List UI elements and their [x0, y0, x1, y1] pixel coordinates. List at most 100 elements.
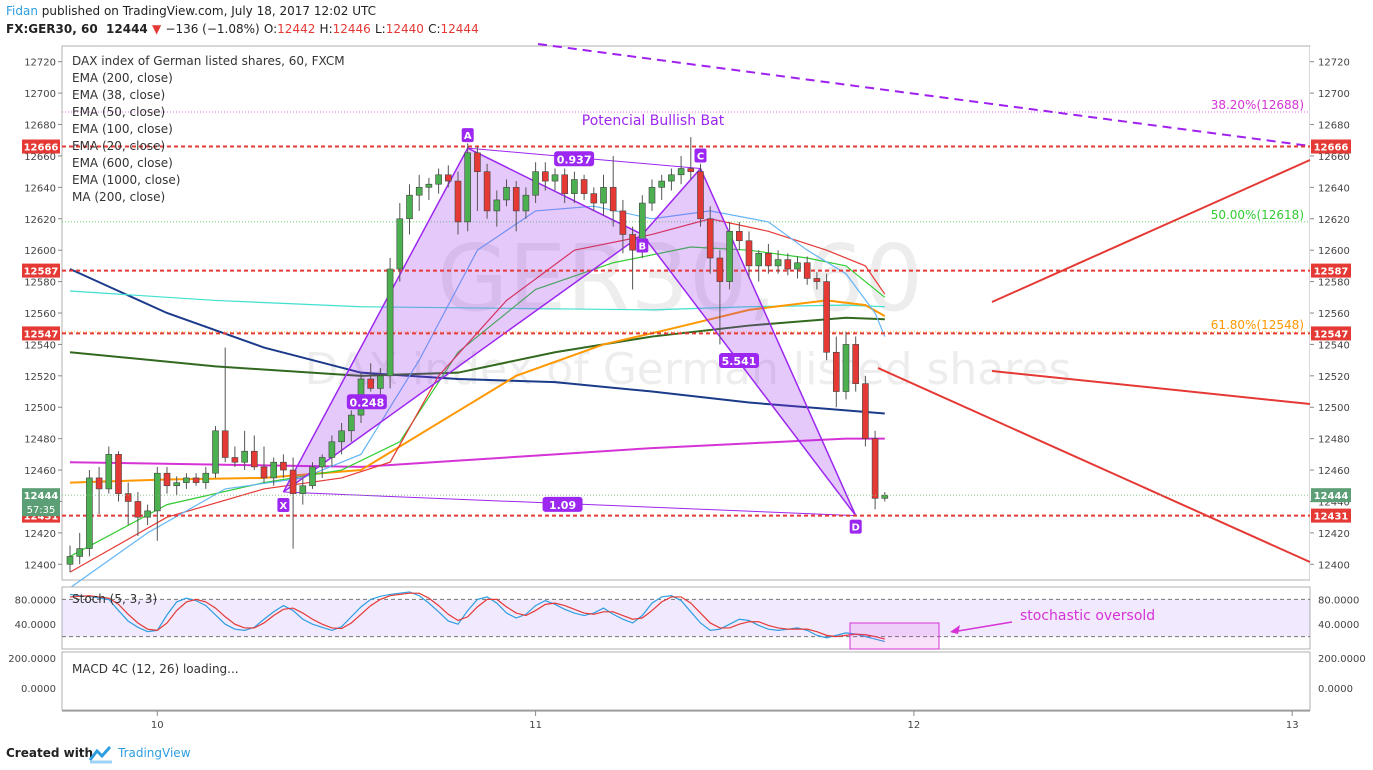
- low-label: L:: [375, 22, 386, 36]
- pattern-triangle-bcd: [641, 167, 857, 517]
- stochastic-d-line: [69, 592, 885, 640]
- candle-body: [86, 477, 93, 549]
- price-tick-label-left: 12680: [24, 121, 56, 132]
- candle-body: [881, 494, 889, 499]
- candle-body: [755, 253, 763, 267]
- time-tick-label: 10: [151, 720, 164, 731]
- ema-series-line: [69, 316, 885, 377]
- price-tick-label: 12620: [1318, 215, 1350, 226]
- pattern-point-label: A: [464, 131, 472, 142]
- ema-series-line: [69, 218, 886, 573]
- macd-label: MACD 4C (12, 26) loading...: [72, 662, 239, 676]
- candle-body: [726, 231, 733, 282]
- price-tick-label-left: 12640: [24, 183, 56, 194]
- candle-body: [221, 430, 229, 458]
- macd-tick-label-left: 200.0000: [8, 654, 56, 665]
- candle-body: [134, 501, 142, 518]
- candle-body: [813, 278, 821, 282]
- candle-body: [76, 548, 83, 557]
- legend-entry: EMA (600, close): [72, 156, 173, 170]
- candle-body: [823, 281, 830, 353]
- pattern-point-tag: [694, 148, 707, 163]
- legend-entry: EMA (200, close): [72, 71, 173, 85]
- time-tick-label: 11: [529, 720, 542, 731]
- candle-body: [241, 450, 248, 463]
- candle-body: [435, 174, 442, 185]
- candle-body: [144, 510, 151, 518]
- candle-body: [309, 466, 316, 487]
- candle-body: [347, 414, 355, 432]
- candle-body: [474, 152, 481, 172]
- level-tag-left-label: 12666: [24, 143, 59, 154]
- price-tick-label: 12500: [1318, 403, 1350, 414]
- candle-body: [202, 472, 210, 483]
- pattern-title: Potencial Bullish Bat: [582, 113, 725, 129]
- candle-body: [173, 482, 180, 487]
- candle-body: [871, 438, 879, 499]
- price-tick-label: 12660: [1318, 152, 1350, 163]
- candle-body: [541, 171, 549, 182]
- pattern-point-tag: [849, 519, 862, 534]
- price-tick-label: 12560: [1318, 309, 1350, 320]
- oversold-highlight-box: [849, 622, 940, 650]
- price-tick-label-left: 12720: [24, 58, 56, 69]
- candle-body: [862, 383, 869, 439]
- macd-tick-label-left: 0.0000: [21, 684, 56, 695]
- candle-body: [803, 262, 811, 279]
- price-tick-label: 12700: [1318, 89, 1350, 100]
- candle-body: [503, 187, 510, 201]
- pattern-ratio-label: 5.541: [722, 355, 757, 368]
- candle-body: [377, 375, 384, 389]
- candle-body: [163, 472, 171, 487]
- candle-body: [66, 556, 74, 565]
- price-tick-label-left: 12620: [24, 215, 56, 226]
- open-label: O:: [263, 22, 278, 36]
- legend-entry: EMA (1000, close): [72, 173, 180, 187]
- high-label: H:: [319, 22, 333, 36]
- stochastic-tick-label-left: 80.0000: [15, 595, 56, 606]
- pattern-point-tag: [636, 238, 649, 253]
- candle-body: [260, 466, 268, 479]
- candle-body: [493, 199, 501, 212]
- candle-body: [386, 268, 394, 377]
- candle-body: [396, 218, 404, 270]
- candle-body: [677, 168, 685, 176]
- stochastic-k-line: [69, 591, 885, 643]
- candle-body: [454, 180, 462, 223]
- candle-body: [299, 485, 307, 494]
- candle-body: [619, 210, 627, 235]
- candle-body: [289, 469, 297, 494]
- candles-group: [66, 137, 889, 573]
- low-value: 12440: [385, 22, 424, 36]
- price-tick-label-left: 12700: [24, 89, 56, 100]
- tradingview-brand[interactable]: TradingView: [118, 746, 191, 760]
- candle-body: [464, 152, 472, 223]
- oversold-annotation: stochastic oversold: [1020, 608, 1155, 624]
- level-tag-left-label: 12587: [24, 267, 59, 278]
- symbol-name: FX:GER30, 60: [6, 22, 98, 36]
- close-value: 12444: [440, 22, 479, 36]
- candle-body: [415, 187, 423, 196]
- channel-upper-line: [991, 159, 1311, 303]
- candle-body: [532, 171, 539, 196]
- candle-body: [212, 430, 219, 474]
- time-axis: 1011121314171815:001912:002009:: [62, 710, 1310, 731]
- candle-body: [784, 259, 792, 270]
- pattern-ratio-tag: [542, 496, 583, 512]
- level-tag-label: 12431: [1314, 512, 1349, 523]
- candle-body: [318, 457, 326, 468]
- level-tag-left-label: 12547: [24, 329, 59, 340]
- price-tick-label-left: 12660: [24, 152, 56, 163]
- candle-body: [706, 218, 714, 259]
- last-price-tag: 12444: [1314, 491, 1349, 502]
- price-tick-label: 12680: [1318, 121, 1350, 132]
- ohlc-line: FX:GER30, 60 12444 ▼ −136 (−1.08%) O:124…: [6, 22, 479, 36]
- author-name[interactable]: Fidan: [6, 4, 38, 18]
- price-tick-label: 12520: [1318, 372, 1350, 383]
- chart-canvas[interactable]: GER30, 60 DAX index of German listed shar…: [0, 42, 1373, 740]
- price-axis-bg: [1310, 46, 1373, 714]
- oversold-arrowhead-icon: [950, 625, 960, 634]
- pattern-point-label: X: [280, 501, 288, 512]
- open-value: 12442: [277, 22, 316, 36]
- pattern-ratio-label: 0.937: [557, 153, 592, 166]
